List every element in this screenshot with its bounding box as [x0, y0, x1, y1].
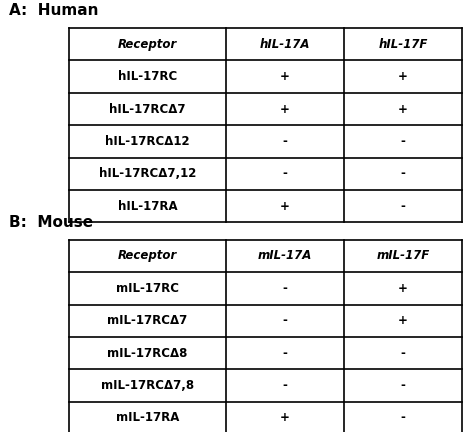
- Text: mIL-17F: mIL-17F: [376, 249, 430, 263]
- Text: -: -: [401, 379, 406, 392]
- Text: hIL-17RCΔ7: hIL-17RCΔ7: [109, 102, 186, 116]
- Text: -: -: [283, 167, 288, 181]
- Text: -: -: [283, 379, 288, 392]
- Text: hIL-17RC: hIL-17RC: [118, 70, 177, 83]
- Text: mIL-17RC: mIL-17RC: [116, 282, 179, 295]
- Text: mIL-17RCΔ7,8: mIL-17RCΔ7,8: [101, 379, 194, 392]
- Text: +: +: [280, 70, 290, 83]
- Text: -: -: [401, 135, 406, 148]
- Text: hIL-17RCΔ7,12: hIL-17RCΔ7,12: [99, 167, 196, 181]
- Text: +: +: [280, 102, 290, 116]
- Text: +: +: [398, 70, 408, 83]
- Text: -: -: [401, 167, 406, 181]
- Text: A:  Human: A: Human: [9, 3, 99, 18]
- Text: hIL-17A: hIL-17A: [260, 38, 310, 51]
- Text: mIL-17A: mIL-17A: [258, 249, 312, 263]
- Text: Receptor: Receptor: [118, 38, 177, 51]
- Text: -: -: [401, 411, 406, 425]
- Text: -: -: [401, 346, 406, 360]
- Text: mIL-17RA: mIL-17RA: [116, 411, 179, 425]
- Text: hIL-17RCΔ12: hIL-17RCΔ12: [105, 135, 190, 148]
- Text: Receptor: Receptor: [118, 249, 177, 263]
- Text: -: -: [283, 135, 288, 148]
- Text: -: -: [283, 314, 288, 327]
- Text: -: -: [283, 282, 288, 295]
- Text: hIL-17RA: hIL-17RA: [118, 200, 177, 213]
- Text: +: +: [280, 411, 290, 425]
- Text: mIL-17RCΔ7: mIL-17RCΔ7: [107, 314, 188, 327]
- Text: -: -: [283, 346, 288, 360]
- Text: B:  Mouse: B: Mouse: [9, 215, 93, 230]
- Text: +: +: [398, 314, 408, 327]
- Text: mIL-17RCΔ8: mIL-17RCΔ8: [107, 346, 188, 360]
- Text: hIL-17F: hIL-17F: [378, 38, 428, 51]
- Text: +: +: [398, 102, 408, 116]
- Text: +: +: [398, 282, 408, 295]
- Text: +: +: [280, 200, 290, 213]
- Text: -: -: [401, 200, 406, 213]
